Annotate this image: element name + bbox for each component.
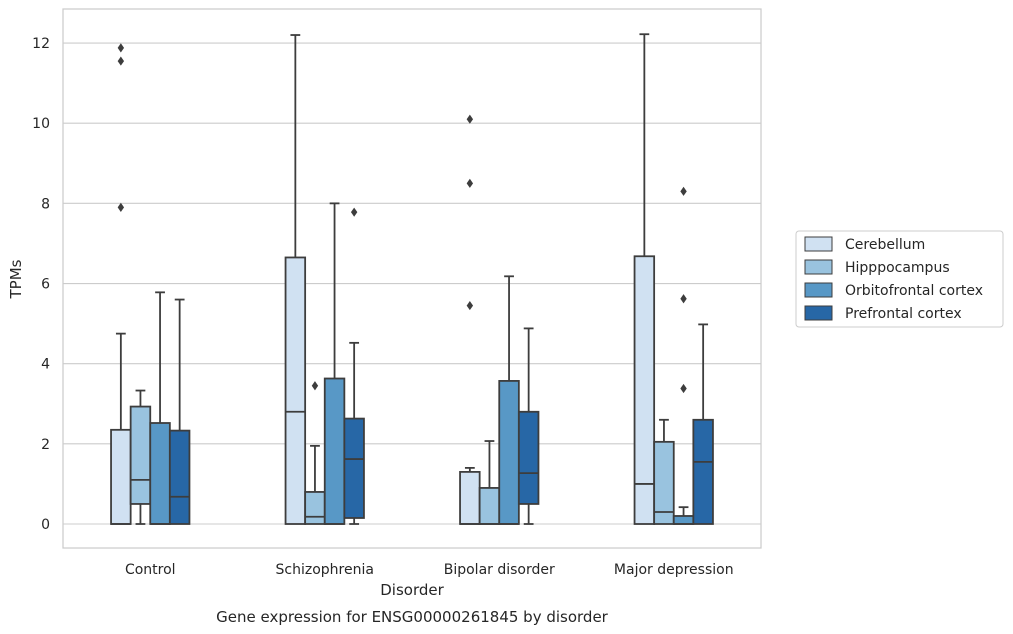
- box-group-1-2: [323, 202, 346, 525]
- legend-label-2: Orbitofrontal cortex: [845, 283, 983, 299]
- box-3-2: [672, 515, 695, 525]
- box-groups: [110, 33, 714, 525]
- outlier-2: [680, 186, 687, 196]
- y-tick-label-1: 2: [41, 437, 50, 453]
- legend-frame: [795, 230, 1004, 328]
- legend-label-0: Cerebellum: [845, 237, 925, 253]
- box-1-0: [284, 256, 307, 525]
- y-tick-label-5: 10: [32, 116, 50, 132]
- outlier-2: [117, 43, 125, 53]
- box-1-1: [304, 491, 326, 525]
- outlier-0: [117, 202, 125, 212]
- y-tick-labels: 0 2 4 6 8 10 12: [32, 36, 50, 533]
- y-tick-label-0: 0: [41, 517, 50, 533]
- outlier-0: [466, 300, 474, 311]
- legend-swatch-2: [804, 282, 833, 298]
- x-tick-label-1: Schizophrenia: [276, 562, 374, 578]
- box-group-0-3: [168, 298, 191, 525]
- box-0-2: [149, 422, 171, 525]
- outlier-1: [680, 294, 687, 304]
- box-group-1-3: [343, 207, 365, 525]
- box-group-0-0: [110, 43, 132, 525]
- box-group-0-1: [129, 389, 152, 525]
- legend-label-3: Prefrontal cortex: [845, 306, 962, 322]
- legend-swatch-0: [804, 236, 833, 252]
- box-group-2-3: [517, 327, 540, 525]
- box-0-3: [168, 429, 191, 525]
- legend-label-1: Hipppocampus: [845, 260, 950, 276]
- outlier-0: [311, 381, 319, 391]
- outlier-1: [117, 56, 125, 66]
- y-tick-label-3: 6: [41, 277, 50, 293]
- box-group-3-1: [653, 418, 675, 525]
- outlier-2: [466, 114, 474, 124]
- y-axis-label: TPMs: [7, 259, 25, 299]
- box-0-1: [129, 405, 152, 505]
- legend: Cerebellum Hipppocampus Orbitofrontal cort…: [795, 230, 1004, 328]
- box-1-2: [323, 377, 346, 525]
- box-3-1: [653, 440, 675, 525]
- box-2-3: [517, 410, 540, 505]
- box-group-1-1: [304, 381, 326, 525]
- outlier-0: [680, 383, 687, 394]
- outlier-1: [466, 178, 474, 188]
- box-2-2: [498, 380, 520, 525]
- box-2-0: [459, 470, 481, 525]
- x-axis-label: Disorder: [380, 581, 444, 599]
- box-group-3-3: [692, 323, 714, 525]
- legend-swatch-3: [804, 305, 833, 321]
- box-0-0: [110, 428, 132, 525]
- box-3-3: [692, 418, 714, 525]
- box-group-3-2: [672, 186, 695, 525]
- x-tick-label-2: Bipolar disorder: [444, 562, 555, 578]
- x-tick-label-3: Major depression: [614, 562, 734, 578]
- legend-swatch-1: [804, 259, 833, 275]
- chart-title: Gene expression for ENSG00000261845 by d…: [216, 608, 609, 626]
- box-group-2-1: [478, 440, 501, 525]
- x-tick-label-0: Control: [125, 562, 176, 578]
- box-group-2-0: [459, 114, 481, 525]
- outlier-0: [350, 207, 358, 217]
- box-3-0: [633, 255, 656, 525]
- y-tick-label-2: 4: [41, 357, 50, 373]
- y-tick-label-6: 12: [32, 36, 50, 52]
- x-tick-labels: Control Schizophrenia Bipolar disorder Majo…: [125, 562, 734, 578]
- y-tick-label-4: 8: [41, 196, 50, 212]
- box-group-1-0: [284, 34, 307, 525]
- box-group-3-0: [633, 33, 656, 525]
- box-1-3: [343, 417, 365, 519]
- box-2-1: [478, 487, 501, 525]
